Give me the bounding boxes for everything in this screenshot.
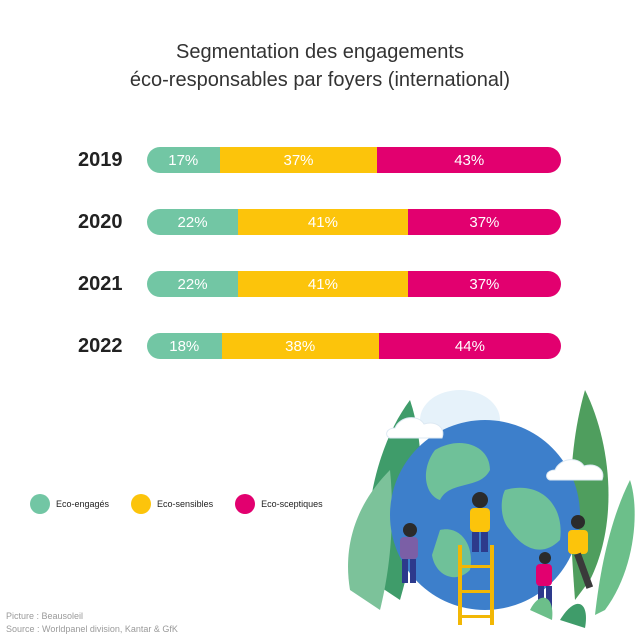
bar-2019: 17% 37% 43% bbox=[147, 147, 561, 173]
legend-label-eco-sensibles: Eco-sensibles bbox=[157, 499, 214, 509]
bar-2020: 22% 41% 37% bbox=[147, 209, 561, 235]
bar-segment-eco-sensibles-2019: 37% bbox=[219, 147, 378, 173]
year-label-2020: 2020 bbox=[78, 211, 123, 233]
source-credit: Source : Worldpanel division, Kantar & G… bbox=[6, 624, 178, 634]
bar-segment-eco-engages-2022: 18% bbox=[147, 333, 222, 359]
chart-title-line-2: éco-responsables par foyers (internation… bbox=[129, 69, 511, 91]
globe-illustration bbox=[348, 390, 635, 628]
bar-segment-eco-sceptiques-2021: 37% bbox=[407, 271, 561, 297]
bar-segment-eco-sceptiques-2019: 43% bbox=[377, 147, 561, 173]
legend-swatch-eco-sceptiques bbox=[235, 494, 256, 514]
legend-label-eco-sceptiques: Eco-sceptiques bbox=[261, 499, 323, 509]
legend-swatch-eco-engages bbox=[30, 494, 50, 514]
legend-item-eco-engages: Eco-engagés bbox=[30, 494, 109, 514]
bar-2022: 18% 38% 44% bbox=[147, 333, 561, 359]
bar-segment-eco-sensibles-2022: 38% bbox=[221, 333, 379, 359]
legend-item-eco-sceptiques: Eco-sceptiques bbox=[235, 494, 323, 514]
bar-segment-eco-sensibles-2021: 41% bbox=[238, 271, 408, 297]
bar-segment-eco-sceptiques-2022: 44% bbox=[378, 333, 561, 359]
bar-2021: 22% 41% 37% bbox=[147, 271, 561, 297]
legend-item-eco-sensibles: Eco-sensibles bbox=[131, 494, 213, 514]
bar-segment-eco-sensibles-2020: 41% bbox=[238, 209, 408, 235]
bar-segment-eco-sceptiques-2020: 37% bbox=[407, 209, 561, 235]
bar-segment-eco-engages-2021: 22% bbox=[147, 271, 239, 297]
chart-title: Segmentation des engagements éco-respons… bbox=[0, 38, 640, 94]
year-label-2022: 2022 bbox=[78, 335, 123, 357]
year-label-2019: 2019 bbox=[78, 149, 123, 171]
bar-segment-eco-engages-2019: 17% bbox=[147, 147, 220, 173]
picture-credit: Picture : Beausoleil bbox=[6, 611, 84, 621]
chart-title-line-1: Segmentation des engagements bbox=[176, 41, 464, 63]
legend-swatch-eco-sensibles bbox=[131, 494, 152, 514]
legend-label-eco-engages: Eco-engagés bbox=[56, 499, 110, 509]
legend: Eco-engagés Eco-sensibles Eco-sceptiques bbox=[30, 494, 323, 514]
year-label-2021: 2021 bbox=[78, 273, 123, 295]
bar-segment-eco-engages-2020: 22% bbox=[147, 209, 239, 235]
footer: Picture : Beausoleil Source : Worldpanel… bbox=[6, 610, 178, 636]
